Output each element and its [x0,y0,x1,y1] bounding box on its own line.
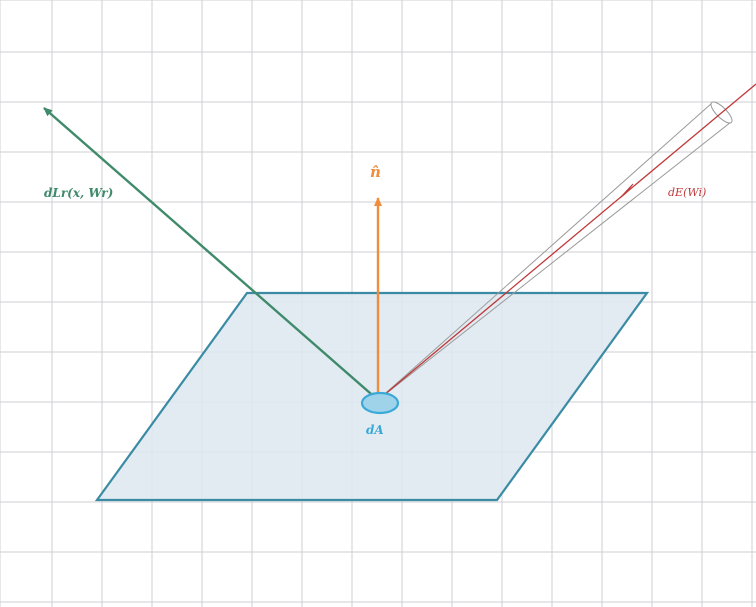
normal-label: n̂ [370,163,381,181]
area-label: dA [366,423,384,437]
incident-arrowhead [619,183,634,199]
reflected-label: dLr(x, Wr) [44,186,113,200]
incident-tube [377,101,733,401]
differential-area [360,391,400,415]
incident-label: dE(Wi) [668,186,706,199]
incident-ray [377,83,756,401]
reflected-ray [43,107,379,401]
